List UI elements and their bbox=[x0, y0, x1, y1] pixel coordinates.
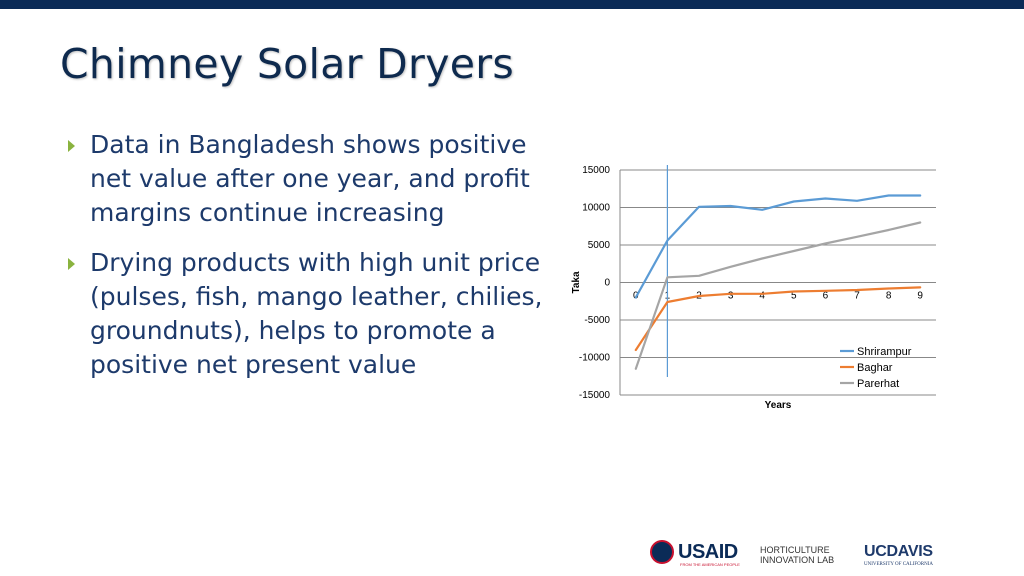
usaid-seal-icon bbox=[650, 540, 674, 564]
bullet-arrow-icon bbox=[68, 258, 75, 270]
y-tick-label: -10000 bbox=[579, 353, 611, 364]
bullet-item: Data in Bangladesh shows positive net va… bbox=[66, 128, 556, 230]
usaid-tagline: FROM THE AMERICAN PEOPLE bbox=[680, 562, 740, 567]
bullet-arrow-icon bbox=[68, 140, 75, 152]
y-tick-label: -5000 bbox=[584, 315, 610, 326]
x-tick-label: 7 bbox=[854, 291, 860, 302]
x-tick-label: 5 bbox=[791, 291, 797, 302]
x-axis-title: Years bbox=[765, 400, 792, 411]
chart-canvas: 150001000050000-5000-10000-1500001234567… bbox=[571, 165, 936, 411]
y-tick-label: 15000 bbox=[582, 165, 610, 176]
legend-label: Parerhat bbox=[857, 378, 899, 390]
series-line-shrirampur bbox=[634, 194, 922, 299]
y-tick-label: 10000 bbox=[582, 203, 610, 214]
sponsor-logos: USAID FROM THE AMERICAN PEOPLE HORTICULT… bbox=[650, 538, 950, 572]
legend-label: Shrirampur bbox=[857, 346, 912, 358]
ucdavis-logo: UCDAVIS bbox=[864, 543, 933, 560]
usaid-logo: USAID bbox=[650, 540, 738, 564]
x-tick-label: 6 bbox=[823, 291, 829, 302]
usaid-wordmark: USAID bbox=[678, 540, 738, 563]
series-line-baghar bbox=[634, 286, 922, 352]
series-line-parerhat bbox=[634, 221, 922, 370]
top-accent-bar bbox=[0, 0, 1024, 9]
legend-label: Baghar bbox=[857, 362, 893, 374]
bullet-list: Data in Bangladesh shows positive net va… bbox=[66, 128, 556, 398]
x-tick-label: 9 bbox=[917, 291, 923, 302]
bullet-text: Drying products with high unit price (pu… bbox=[90, 248, 543, 379]
y-tick-label: 5000 bbox=[588, 240, 611, 251]
y-tick-label: -15000 bbox=[579, 390, 611, 401]
x-tick-label: 8 bbox=[886, 291, 892, 302]
x-tick-label: 3 bbox=[728, 291, 734, 302]
bullet-text: Data in Bangladesh shows positive net va… bbox=[90, 130, 530, 227]
horticulture-lab-logo: HORTICULTURE INNOVATION LAB bbox=[760, 545, 835, 565]
y-tick-label: 0 bbox=[604, 278, 610, 289]
ucdavis-tagline: UNIVERSITY OF CALIFORNIA bbox=[864, 562, 933, 567]
bullet-item: Drying products with high unit price (pu… bbox=[66, 246, 556, 382]
slide-title: Chimney Solar Dryers bbox=[60, 40, 515, 88]
y-axis-title: Taka bbox=[571, 271, 582, 293]
x-tick-label: 4 bbox=[759, 291, 765, 302]
net-value-chart: 150001000050000-5000-10000-1500001234567… bbox=[560, 150, 960, 420]
